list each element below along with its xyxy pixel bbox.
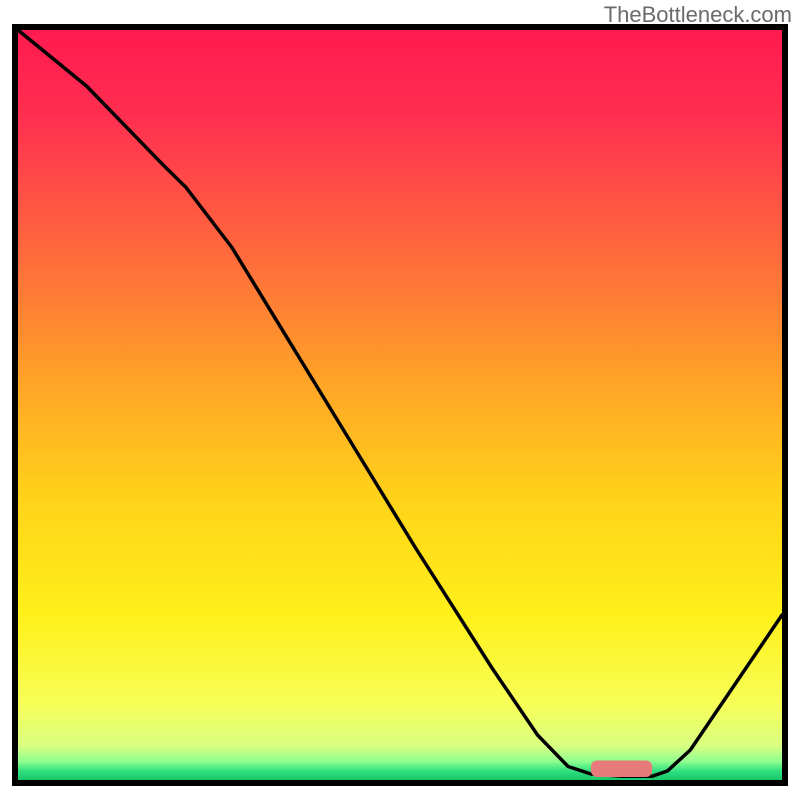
chart-svg — [0, 0, 800, 800]
gradient-background — [18, 30, 782, 780]
target-marker — [591, 761, 652, 778]
watermark-text: TheBottleneck.com — [604, 2, 792, 28]
chart-container: TheBottleneck.com — [0, 0, 800, 800]
